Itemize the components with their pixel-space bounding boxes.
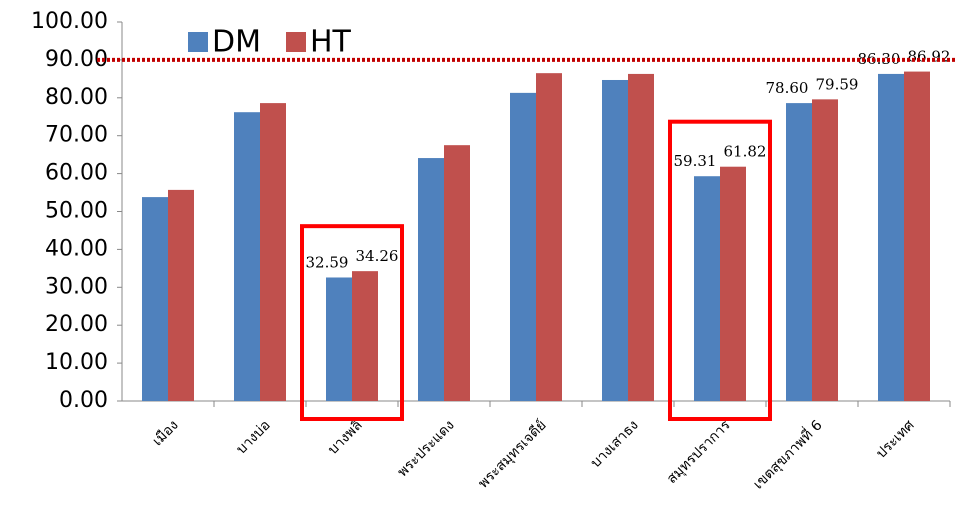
bar bbox=[536, 73, 562, 401]
y-tick-label: 60.00 bbox=[45, 161, 108, 186]
y-tick-label: 10.00 bbox=[45, 350, 108, 375]
legend-label: HT bbox=[310, 25, 352, 60]
value-label: 32.59 bbox=[306, 253, 349, 271]
value-label: 78.60 bbox=[766, 79, 809, 97]
value-label: 86.92 bbox=[908, 48, 951, 66]
y-tick-label: 20.00 bbox=[45, 312, 108, 337]
y-tick-label: 30.00 bbox=[45, 274, 108, 299]
x-tick-label: เขตสุขภาพที่ 6 bbox=[749, 416, 826, 493]
bar bbox=[904, 71, 930, 402]
bar bbox=[510, 92, 536, 402]
bar bbox=[418, 158, 444, 401]
y-tick-label: 0.00 bbox=[59, 388, 108, 413]
value-label: 79.59 bbox=[816, 75, 859, 93]
x-tick-label: พระประแดง bbox=[395, 417, 458, 480]
y-tick-label: 50.00 bbox=[45, 199, 108, 224]
legend-swatch bbox=[188, 32, 208, 52]
x-tick-label: ประเทศ bbox=[873, 417, 918, 462]
bar bbox=[786, 103, 812, 401]
bar bbox=[168, 189, 194, 401]
bar bbox=[444, 145, 470, 401]
bar bbox=[694, 176, 720, 401]
bar bbox=[326, 277, 352, 401]
highlight-box bbox=[668, 119, 772, 421]
bar bbox=[142, 197, 168, 401]
x-tick-label: เมือง bbox=[150, 417, 182, 449]
x-tick-label: บางเสาธง bbox=[588, 417, 642, 471]
y-tick-label: 70.00 bbox=[45, 123, 108, 148]
bar bbox=[878, 73, 904, 401]
bar bbox=[602, 79, 628, 401]
x-tick-label: บางบ่อ bbox=[233, 417, 273, 457]
bar bbox=[352, 271, 378, 401]
legend-label: DM bbox=[212, 25, 261, 60]
y-tick-label: 80.00 bbox=[45, 85, 108, 110]
bar bbox=[628, 73, 654, 401]
x-tick-label: สมุทรปราการ bbox=[664, 417, 734, 487]
bar bbox=[720, 166, 746, 401]
y-tick-label: 40.00 bbox=[45, 236, 108, 261]
legend-swatch bbox=[286, 32, 306, 52]
y-tick-label: 100.00 bbox=[31, 9, 108, 34]
bar bbox=[260, 103, 286, 401]
bar bbox=[234, 112, 260, 402]
value-label: 34.26 bbox=[356, 247, 399, 265]
x-tick-label: บางพลี bbox=[325, 417, 366, 458]
value-label: 61.82 bbox=[724, 143, 767, 161]
x-tick-label: พระสมุทรเจดีย์ bbox=[475, 417, 550, 492]
bar bbox=[812, 99, 838, 402]
highlight-box bbox=[300, 224, 404, 421]
value-label: 59.31 bbox=[674, 152, 717, 170]
